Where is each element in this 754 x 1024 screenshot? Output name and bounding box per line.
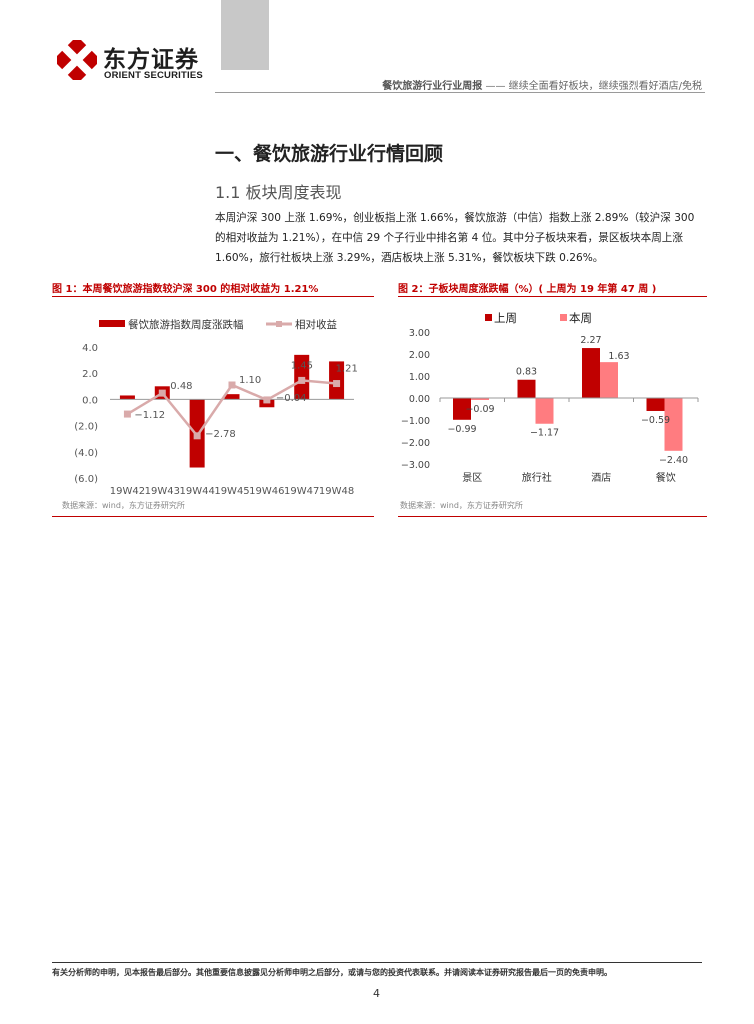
chart-subsector-weekly: 上周 本周 3.00 2.00 1.00 0.00 −1.00 −2.00 −3.00 −0.99… (401, 311, 699, 484)
data-label-last-week: 0.83 (516, 367, 537, 378)
marker-relative-return (263, 396, 271, 404)
y-tick-label: 2.00 (409, 350, 430, 361)
figure-1-caption: 图 1：本周餐饮旅游指数较沪深 300 的相对收益为 1.21% (52, 284, 319, 295)
legend-label-last-week: 上周 (494, 311, 517, 325)
bar-last-week (646, 398, 665, 411)
figure-1-source: 数据来源：wind，东方证券研究所 (62, 501, 185, 510)
y-tick-label: 0.0 (82, 395, 98, 406)
report-title: 餐饮旅游行业行业周报 (382, 81, 483, 92)
bar-this-week (600, 362, 618, 398)
legend-swatch-bars (99, 320, 125, 327)
data-label-relative: 1.21 (336, 364, 358, 375)
data-label-last-week: −0.99 (447, 424, 476, 435)
legend-label-bars: 餐饮旅游指数周度涨跌幅 (128, 318, 244, 331)
marker-relative-return (298, 376, 306, 384)
bar-last-week (517, 379, 536, 398)
figure-1-top-rule (52, 296, 374, 297)
marker-relative-return (333, 380, 341, 388)
figure-2-caption: 图 2：子板块周度涨跌幅（%）( 上周为 19 年第 47 周 ) (398, 284, 657, 295)
footer-divider (52, 962, 702, 963)
data-label-last-week: 2.27 (580, 335, 601, 346)
y-tick-label: (6.0) (74, 474, 98, 485)
data-label-relative: −1.12 (134, 410, 165, 421)
legend-swatch-this-week (560, 314, 567, 321)
bar-last-week (453, 398, 471, 420)
marker-relative-return (123, 410, 131, 418)
legend-marker-relative (276, 321, 282, 327)
figure-2-bottom-rule (398, 516, 707, 517)
bar-last-week (582, 348, 600, 398)
x-tick-label: 19W48 (319, 486, 354, 497)
bar-this-week (664, 398, 683, 451)
page-number: 4 (373, 987, 380, 1000)
section-subtitle: 1.1 板块周度表现 (215, 183, 342, 202)
legend-label-this-week: 本周 (569, 311, 592, 325)
bar-this-week (471, 398, 489, 400)
data-label-relative: 1.10 (239, 375, 261, 386)
x-tick-label: 19W43 (145, 486, 180, 497)
data-label-relative: −0.04 (276, 393, 307, 404)
x-tick-label: 餐饮 (656, 471, 676, 484)
bar-this-week (535, 398, 554, 424)
y-tick-label: (4.0) (74, 448, 98, 459)
logo-icon (57, 40, 97, 80)
data-label-this-week: 1.63 (608, 351, 629, 362)
y-tick-label: 0.00 (409, 394, 430, 405)
footer-disclaimer: 有关分析师的申明，见本报告最后部分。其他重要信息披露见分析师申明之后部分，或请与… (52, 968, 612, 977)
bar-weekly-change (119, 395, 135, 400)
marker-relative-return (228, 381, 236, 389)
figure-1-bottom-rule (52, 516, 374, 517)
logo-text-cn: 东方证券 (103, 47, 199, 73)
x-tick-label: 19W45 (214, 486, 249, 497)
marker-relative-return (158, 389, 166, 397)
section-paragraph: 本周沪深 300 上涨 1.69%，创业板指上涨 1.66%，餐饮旅游（中信）指… (215, 212, 695, 264)
x-tick-label: 景区 (462, 472, 482, 484)
bar-weekly-change (224, 394, 240, 400)
y-tick-label: −1.00 (401, 416, 430, 427)
legend-label-relative: 相对收益 (295, 318, 337, 331)
header-decor-block (221, 0, 269, 70)
figure-2-top-rule (398, 296, 707, 297)
report-subtitle: —— 继续全面看好板块，继续强烈看好酒店/免税 (485, 81, 702, 92)
logo-text-en: ORIENT SECURITIES (104, 70, 203, 81)
y-tick-label: 1.00 (409, 372, 430, 383)
x-tick-label: 旅行社 (522, 471, 552, 484)
x-tick-label: 19W46 (249, 486, 284, 497)
figure-2-source: 数据来源：wind，东方证券研究所 (400, 501, 523, 510)
y-tick-label: −3.00 (401, 460, 430, 471)
x-tick-label: 酒店 (591, 471, 611, 484)
header-divider (215, 92, 705, 93)
y-tick-label: −2.00 (401, 438, 430, 449)
data-label-relative: −2.78 (205, 429, 236, 440)
data-label-last-week: −0.59 (641, 415, 670, 426)
data-label-relative: 0.48 (170, 381, 192, 392)
data-label-relative: 1.45 (291, 360, 313, 371)
data-label-this-week: −2.40 (659, 455, 688, 466)
section-title: 一、餐饮旅游行业行情回顾 (215, 143, 444, 165)
chart-relative-return: 餐饮旅游指数周度涨跌幅 相对收益 4.0 2.0 0.0 (2.0) (4.0) (6.0) −… (74, 318, 358, 497)
y-tick-label: 4.0 (82, 343, 98, 354)
legend-swatch-last-week (485, 314, 492, 321)
x-tick-label: 19W42 (110, 486, 145, 497)
x-tick-label: 19W44 (179, 486, 214, 497)
y-tick-label: 2.0 (82, 369, 98, 380)
y-tick-label: 3.00 (409, 328, 430, 339)
data-label-this-week: −0.09 (465, 404, 494, 415)
data-label-this-week: −1.17 (530, 428, 559, 439)
report-header: 餐饮旅游行业行业周报 —— 继续全面看好板块，继续强烈看好酒店/免税 (382, 77, 702, 92)
marker-relative-return (193, 432, 201, 440)
x-tick-label: 19W47 (284, 486, 319, 497)
y-tick-label: (2.0) (74, 422, 98, 433)
